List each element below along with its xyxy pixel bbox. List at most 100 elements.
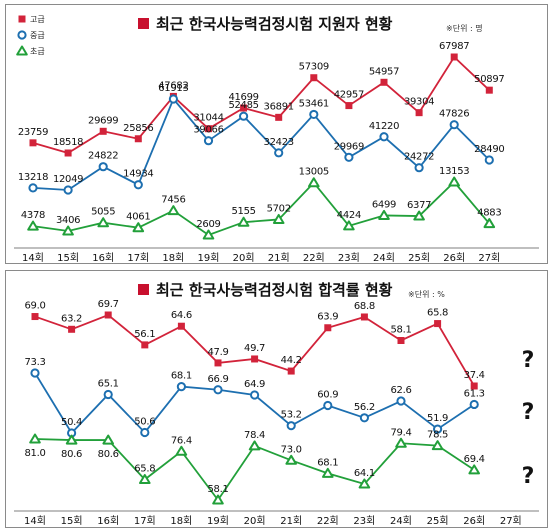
data-label: 58.1 <box>390 324 411 335</box>
unit-label: ※단위 : 명 <box>446 23 483 33</box>
data-point <box>103 389 113 400</box>
data-point <box>431 440 444 451</box>
x-tick-label: 24회 <box>390 515 412 527</box>
data-label: 44.2 <box>281 355 302 366</box>
data-label: 12049 <box>53 174 83 185</box>
data-label: 41220 <box>369 121 399 132</box>
data-point <box>345 102 353 110</box>
data-point <box>203 136 214 146</box>
data-label: 57309 <box>299 62 329 73</box>
chart-title: 최근 한국사능력검정시험 지원자 현황 <box>156 15 393 33</box>
data-point <box>202 229 215 240</box>
data-label: 6499 <box>372 199 396 210</box>
data-label: 18518 <box>53 137 83 148</box>
data-label: 3406 <box>56 215 80 226</box>
data-point <box>248 440 261 451</box>
missing-value-marker: ? <box>522 348 535 373</box>
data-point <box>62 225 74 236</box>
data-point <box>433 424 443 434</box>
data-point <box>237 216 250 227</box>
data-label: 39304 <box>404 97 434 108</box>
data-point <box>139 473 151 484</box>
title-square-icon <box>138 18 149 29</box>
data-label: 49.7 <box>244 343 265 354</box>
x-tick-label: 27회 <box>478 252 500 263</box>
data-label: 50.4 <box>61 417 82 428</box>
legend-marker <box>18 15 26 23</box>
data-label: 73.0 <box>281 444 302 455</box>
data-point <box>97 217 109 228</box>
data-label: 24822 <box>88 151 118 162</box>
data-point <box>175 445 188 456</box>
data-label: 52485 <box>228 100 258 111</box>
x-tick-label: 25회 <box>408 252 430 263</box>
data-point <box>359 413 369 423</box>
data-point <box>324 324 332 332</box>
data-label: 61913 <box>158 83 188 94</box>
data-label: 37.4 <box>464 370 485 381</box>
data-label: 47826 <box>439 109 469 120</box>
data-label: 80.6 <box>61 449 82 460</box>
series-line <box>32 180 490 237</box>
x-tick-label: 27회 <box>500 515 522 527</box>
data-point <box>240 104 248 112</box>
data-point <box>414 163 424 173</box>
data-label: 29699 <box>88 115 118 126</box>
data-point <box>397 336 405 344</box>
data-label: 51.9 <box>427 413 448 424</box>
x-tick-label: 14회 <box>22 252 44 263</box>
data-label: 6377 <box>407 200 431 211</box>
unit-label: ※단위 : % <box>408 289 445 299</box>
data-point <box>132 222 145 233</box>
data-label: 31044 <box>193 113 223 124</box>
data-point <box>102 434 114 445</box>
x-tick-label: 21회 <box>280 515 302 527</box>
data-label: 23759 <box>18 127 48 138</box>
data-point <box>485 86 493 94</box>
data-point <box>63 185 73 195</box>
data-point <box>65 434 78 445</box>
data-point <box>413 210 425 221</box>
chart-title: 최근 한국사능력검정시험 합격률 현황 <box>156 281 393 299</box>
data-point <box>448 176 460 187</box>
data-label: 39066 <box>193 125 223 136</box>
x-tick-label: 14회 <box>24 515 46 527</box>
x-tick-label: 19회 <box>198 252 220 263</box>
data-label: 68.1 <box>317 457 338 468</box>
data-label: 4061 <box>126 212 150 223</box>
data-label: 5155 <box>231 206 255 217</box>
data-label: 65.8 <box>427 308 448 319</box>
data-point <box>434 320 442 328</box>
x-tick-label: 20회 <box>244 515 266 527</box>
data-point <box>168 94 178 104</box>
data-point <box>272 213 285 224</box>
data-label: 63.9 <box>317 312 338 323</box>
data-point <box>360 313 368 321</box>
data-point <box>251 355 259 363</box>
data-label: 56.1 <box>134 329 155 340</box>
data-label: 50.6 <box>134 416 155 427</box>
data-label: 53.2 <box>281 410 302 421</box>
data-label: 13005 <box>299 167 329 178</box>
data-point <box>30 368 40 378</box>
data-point <box>31 313 39 321</box>
data-label: 80.6 <box>98 449 119 460</box>
data-point <box>29 139 37 147</box>
data-point <box>28 183 38 193</box>
data-label: 62.6 <box>390 385 411 396</box>
data-label: 32423 <box>264 137 294 148</box>
data-label: 47682 <box>158 80 188 91</box>
x-tick-label: 26회 <box>463 515 485 527</box>
data-label: 64.6 <box>171 310 192 321</box>
data-label: 13153 <box>439 166 469 177</box>
x-tick-label: 20회 <box>233 252 255 263</box>
x-tick-label: 22회 <box>303 252 325 263</box>
data-point <box>287 367 295 375</box>
data-label: 13218 <box>18 172 48 183</box>
data-point <box>343 220 355 231</box>
data-point <box>310 74 318 82</box>
data-label: 42957 <box>334 90 364 101</box>
data-point <box>98 162 108 172</box>
missing-value-marker: ? <box>522 464 535 489</box>
